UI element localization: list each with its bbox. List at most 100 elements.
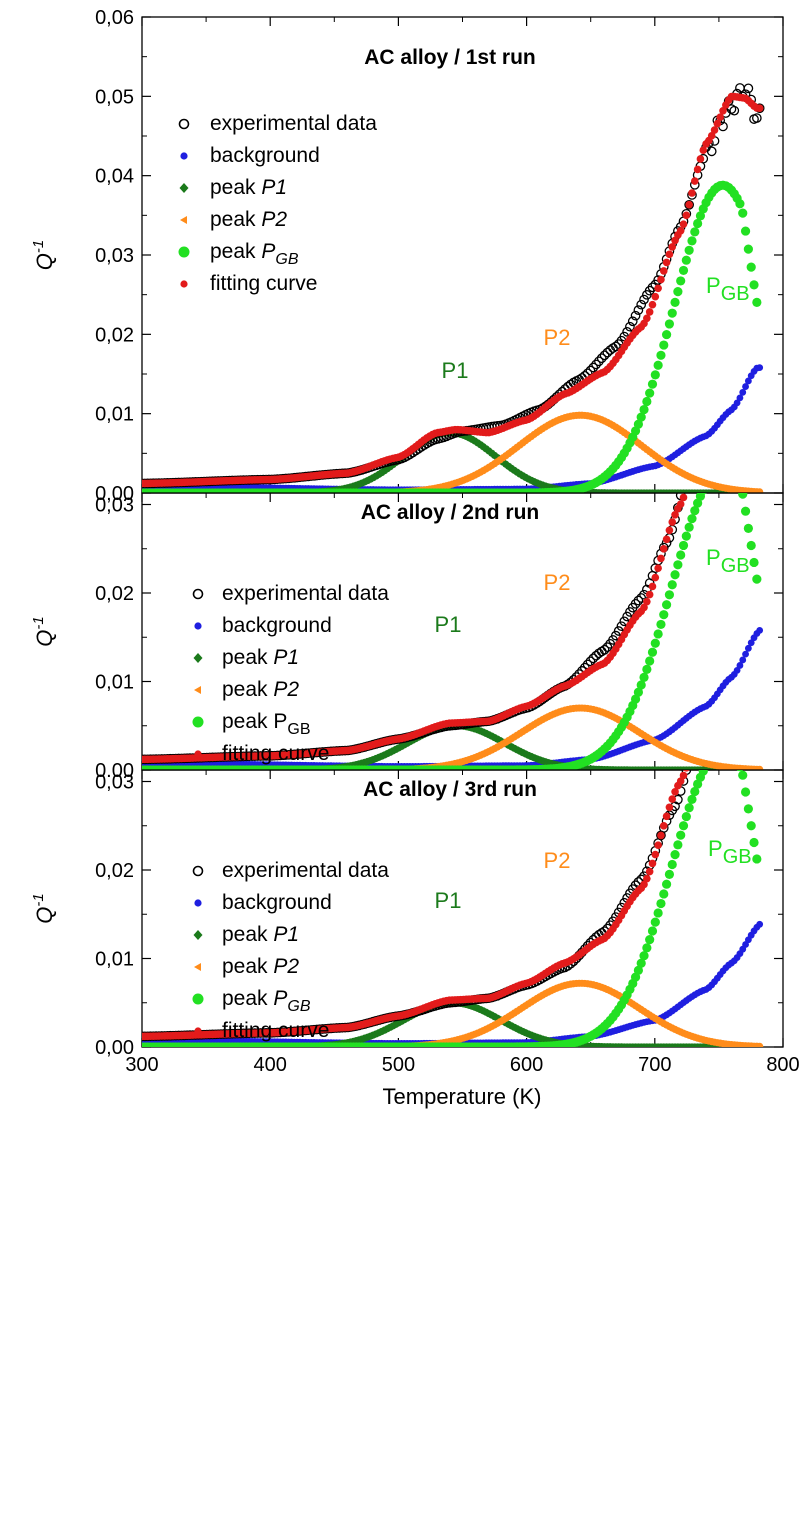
experimental-point [755, 410, 763, 418]
peak-label-p1: P1 [442, 358, 469, 383]
legend-marker [178, 246, 190, 258]
legend-marker [192, 588, 204, 600]
experimental-point [727, 373, 735, 381]
pgb-point [633, 419, 643, 429]
pgb-point [670, 570, 680, 580]
legend-item-P2: peak P2 [194, 678, 299, 701]
fit-point [693, 165, 702, 174]
pgb-point [659, 610, 669, 620]
pgb-point [724, 748, 733, 757]
pgb-point [673, 560, 683, 570]
fit-point [733, 374, 741, 382]
pgb-point [636, 412, 646, 422]
pgb-point [752, 297, 762, 307]
pgb-point [647, 379, 658, 389]
x-tick-label: 400 [254, 1054, 287, 1076]
pgb-point [740, 226, 751, 236]
experimental-point [755, 689, 763, 697]
pgb-point [650, 370, 660, 380]
legend-label: peak PGB [222, 987, 311, 1015]
legend-item-fit: fitting curve [180, 272, 317, 295]
experimental-point [750, 702, 758, 710]
background-point [742, 383, 749, 390]
panel-3: 0,00 0,01 0,02 0,03 Q-1 AC alloy / 3rd run P1 P… [30, 670, 784, 1059]
legend-item-P2: peak P2 [194, 955, 299, 978]
y-tick-label: 0,02 [95, 324, 134, 346]
experimental-point [685, 458, 693, 466]
legend-label: peak PGB [222, 710, 311, 738]
legend-marker [194, 750, 202, 758]
experimental-point [585, 656, 596, 667]
fit-point [665, 803, 674, 812]
pgb-point [730, 472, 739, 481]
experimental-point [696, 723, 704, 731]
pgb-point [718, 746, 727, 755]
experimental-point [599, 644, 610, 655]
pgb-point [752, 574, 762, 584]
p2-point [756, 765, 764, 770]
pgb-point [647, 647, 658, 657]
experimental-point [724, 351, 732, 359]
pgb-point [678, 265, 689, 276]
legend-marker [192, 993, 204, 1005]
pgb-point [653, 629, 663, 639]
fit-point [725, 376, 733, 384]
fit-point [688, 745, 696, 753]
fit-point [648, 859, 657, 868]
fit-point [676, 500, 685, 508]
experimental-point [679, 479, 687, 487]
fit-point [659, 267, 668, 275]
fit-point [659, 544, 668, 553]
background-point [736, 662, 744, 669]
fit-point [643, 314, 651, 323]
legend-item-PGB: peak PGB [178, 240, 299, 268]
legend-item-P1: peak P1 [193, 923, 299, 946]
experimental-point [706, 146, 717, 157]
pgb-point [676, 276, 686, 286]
fit-point [640, 880, 648, 889]
legend-marker [180, 280, 188, 288]
x-axis-title: Temperature (K) [383, 1084, 542, 1109]
fit-point [654, 284, 662, 293]
pgb-point [653, 360, 663, 370]
pgb-point [673, 286, 683, 297]
pgb-point [681, 531, 691, 541]
background-point [739, 388, 747, 396]
fit-point [651, 850, 660, 859]
pgb-point [699, 493, 707, 495]
fit-point [722, 380, 730, 388]
pgb-point [661, 329, 672, 340]
legend-item-background: background [194, 614, 332, 637]
fit-point [699, 146, 708, 155]
pgb-point [639, 951, 649, 961]
fit-point [696, 155, 705, 163]
pgb-point [684, 522, 694, 532]
pgb-point [690, 506, 700, 516]
pgb-point [656, 619, 666, 630]
legend-label: peak P2 [210, 208, 287, 231]
y-tick-label: 0,02 [95, 860, 134, 882]
experimental-point [713, 364, 721, 372]
fit-point [750, 389, 758, 397]
fit-point [665, 526, 674, 535]
legend-item-experimental: experimental data [192, 582, 389, 605]
fit-point [645, 590, 654, 599]
pgb-point [661, 879, 672, 889]
panel-2: 0.00 0,01 0,02 0,03 Q-1 AC alloy / 2nd run P1 P… [30, 351, 784, 782]
background-point [736, 394, 744, 402]
experimental-point [630, 598, 641, 609]
pgb-point [707, 471, 716, 480]
pgb-point [656, 898, 666, 909]
y-tick-label: 0,01 [95, 404, 134, 426]
fit-point [688, 189, 696, 197]
fit-point [668, 243, 677, 251]
panel-1: 0,00 0,01 0,02 0,03 0,04 0,05 0,06 Q-1 AC alloy … [30, 7, 784, 505]
legend-item-background: background [180, 144, 320, 167]
pgb-point [676, 830, 686, 840]
experimental-point [633, 305, 644, 315]
pgb-point [673, 840, 683, 850]
experimental-point [744, 670, 752, 678]
legend-label: experimental data [222, 582, 389, 605]
experimental-point [688, 450, 696, 458]
legend-marker [193, 653, 203, 663]
